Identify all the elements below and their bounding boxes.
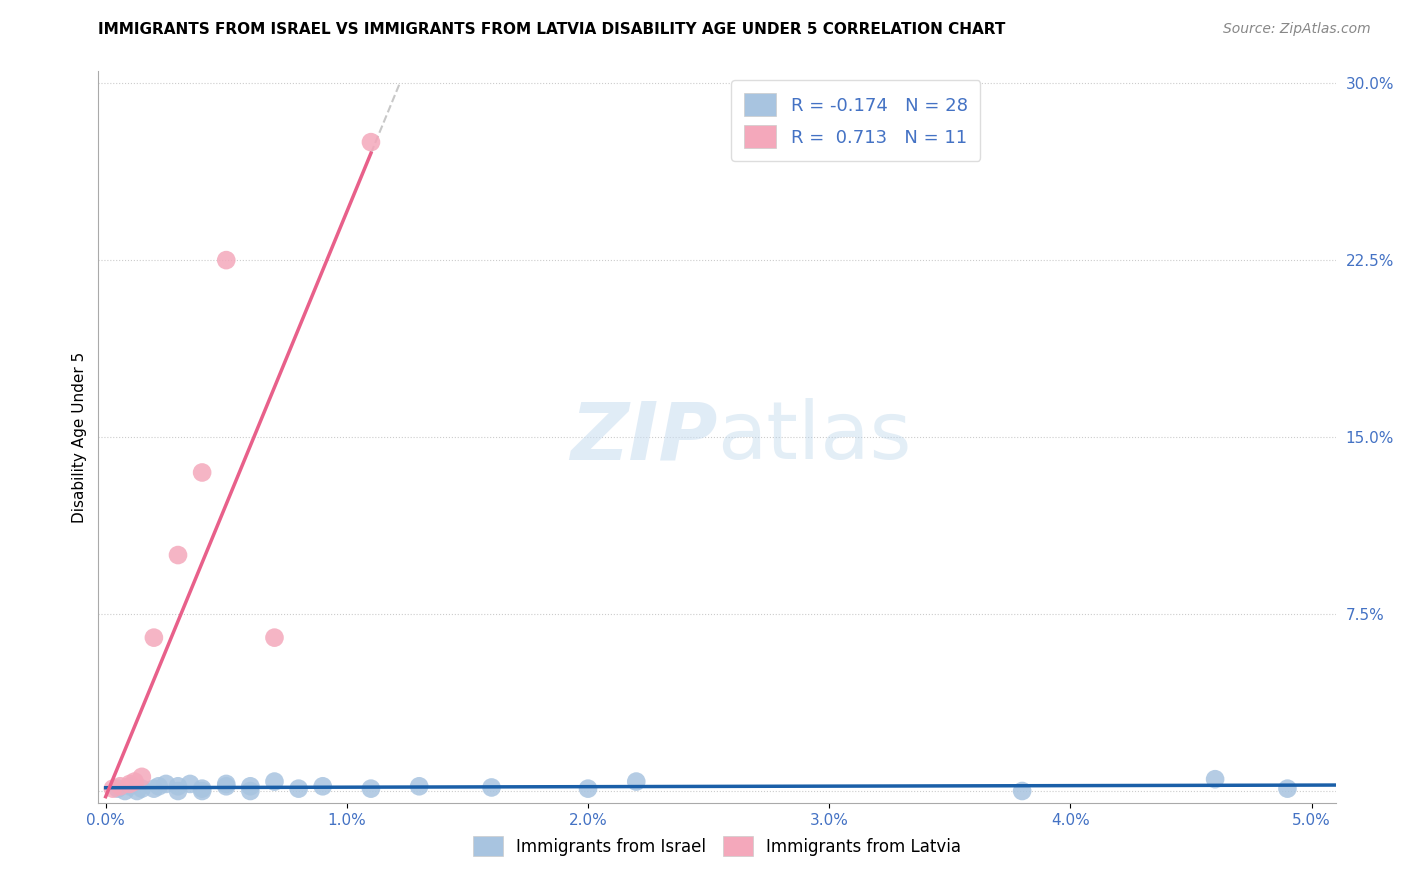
Point (107, 781, 129, 796)
Point (125, 784, 148, 798)
Point (360, 781, 382, 796)
Point (179, 777, 201, 791)
Point (191, 784, 214, 798)
Point (124, 774, 146, 789)
Point (360, 135, 382, 149)
Point (142, 781, 165, 796)
Point (101, 781, 124, 796)
Point (118, 777, 141, 791)
Point (408, 779, 430, 793)
Text: Source: ZipAtlas.com: Source: ZipAtlas.com (1223, 22, 1371, 37)
Point (215, 777, 238, 791)
Text: IMMIGRANTS FROM ISRAEL VS IMMIGRANTS FROM LATVIA DISABILITY AGE UNDER 5 CORRELAT: IMMIGRANTS FROM ISRAEL VS IMMIGRANTS FRO… (98, 22, 1005, 37)
Text: atlas: atlas (717, 398, 911, 476)
Point (167, 548, 190, 562)
Point (287, 781, 309, 796)
Point (481, 780, 503, 795)
Point (263, 774, 285, 789)
Point (148, 779, 170, 793)
Point (142, 631, 165, 645)
Point (1277, 781, 1299, 796)
Point (626, 774, 648, 789)
Point (215, 779, 238, 793)
Point (1011, 784, 1033, 798)
Point (312, 779, 335, 793)
Point (108, 779, 131, 793)
Point (239, 779, 262, 793)
Point (239, 784, 262, 798)
Point (114, 784, 136, 798)
Point (155, 777, 177, 791)
Point (167, 779, 190, 793)
Text: ZIP: ZIP (569, 398, 717, 476)
Legend: Immigrants from Israel, Immigrants from Latvia: Immigrants from Israel, Immigrants from … (464, 828, 970, 864)
Point (191, 466, 214, 480)
Point (1204, 772, 1226, 787)
Point (131, 781, 153, 796)
Point (131, 770, 153, 784)
Y-axis label: Disability Age Under 5: Disability Age Under 5 (72, 351, 87, 523)
Point (191, 781, 214, 796)
Point (263, 631, 285, 645)
Point (215, 253, 238, 268)
Point (576, 781, 599, 796)
Point (167, 784, 190, 798)
Point (118, 779, 141, 793)
